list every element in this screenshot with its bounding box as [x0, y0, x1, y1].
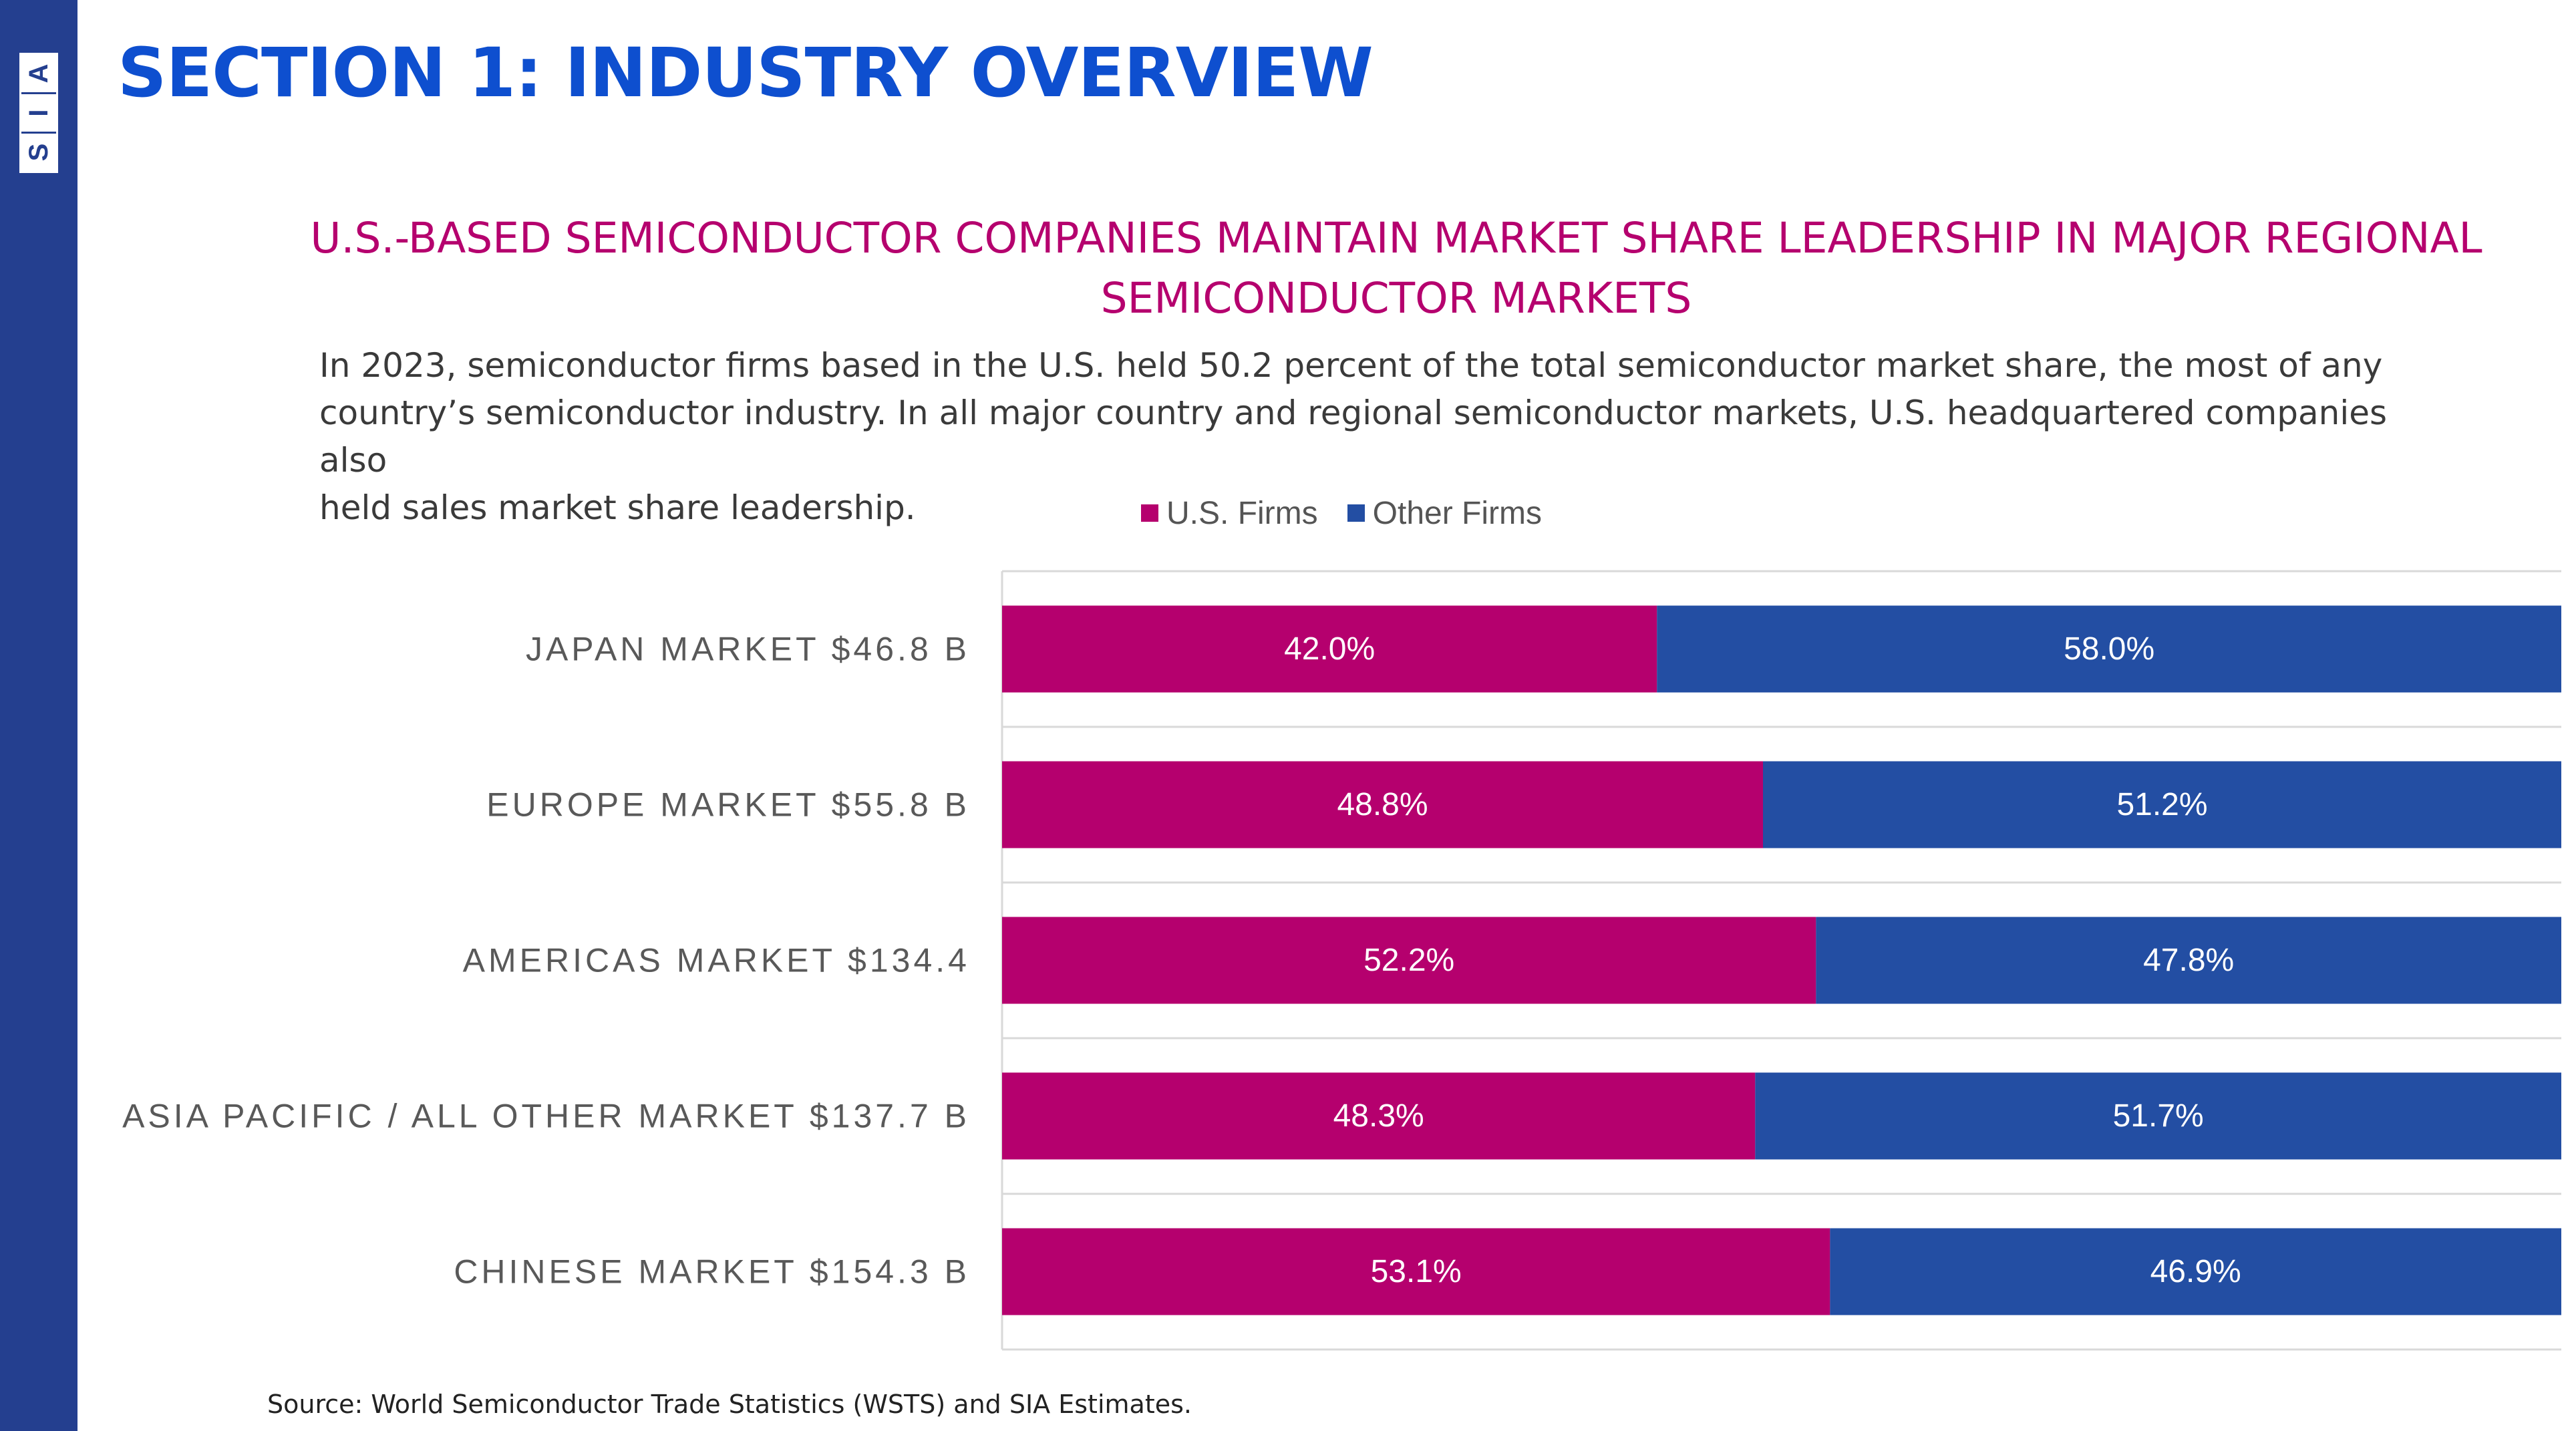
data-label: 51.2% — [2116, 787, 2207, 822]
intro-paragraph: In 2023, semiconductor firms based in th… — [319, 342, 2457, 532]
bar-other-firms — [1755, 1072, 2561, 1160]
legend-label-us: U.S. Firms — [1166, 495, 1318, 531]
bar-other-firms — [1657, 605, 2561, 693]
source-note: Source: World Semiconductor Trade Statis… — [267, 1390, 1192, 1419]
legend-swatch-other — [1347, 504, 1365, 522]
category-label: EUROPE MARKET $55.8 B — [486, 786, 970, 824]
data-label: 46.9% — [2150, 1254, 2241, 1289]
category-label: CHINESE MARKET $154.3 B — [454, 1253, 970, 1291]
chart-legend: U.S. Firms Other Firms — [1141, 490, 1571, 536]
bar-us-firms — [1002, 761, 1763, 848]
data-label: 48.3% — [1333, 1098, 1424, 1134]
data-label: 52.2% — [1363, 943, 1454, 978]
category-label: AMERICAS MARKET $134.4 — [463, 942, 970, 979]
legend-item-other-firms: Other Firms — [1347, 495, 1542, 532]
category-label: ASIA PACIFIC / ALL OTHER MARKET $137.7 B — [122, 1098, 970, 1135]
data-label: 48.8% — [1337, 787, 1428, 822]
sidebar-strip: A I S — [0, 0, 77, 1431]
chart-title-line: U.S.-BASED SEMICONDUCTOR COMPANIES MAINT… — [310, 214, 2482, 263]
category-label: JAPAN MARKET $46.8 B — [526, 631, 970, 668]
bar-other-firms — [1762, 761, 2561, 848]
intro-line: In 2023, semiconductor firms based in th… — [319, 346, 2383, 385]
bar-us-firms — [1002, 605, 1657, 693]
data-label: 51.7% — [2113, 1098, 2204, 1134]
chart-title-line: SEMICONDUCTOR MARKETS — [1100, 274, 1692, 323]
bar-us-firms — [1002, 1228, 1830, 1315]
intro-line: held sales market share leadership. — [319, 488, 916, 527]
bar-other-firms — [1830, 1228, 2561, 1315]
legend-item-us-firms: U.S. Firms — [1141, 495, 1318, 532]
section-title: SECTION 1: INDUSTRY OVERVIEW — [118, 33, 1374, 113]
bar-other-firms — [1816, 917, 2561, 1004]
intro-line: country’s semiconductor industry. In all… — [319, 393, 2388, 480]
data-label: 47.8% — [2143, 943, 2234, 978]
legend-swatch-us — [1141, 504, 1158, 522]
legend-label-other: Other Firms — [1372, 495, 1542, 531]
sia-logo: A I S — [19, 53, 58, 173]
data-label: 58.0% — [2064, 631, 2154, 667]
bar-us-firms — [1002, 917, 1816, 1004]
bar-us-firms — [1002, 1072, 1756, 1160]
data-label: 42.0% — [1284, 631, 1375, 667]
data-label: 53.1% — [1371, 1254, 1462, 1289]
chart-title: U.S.-BASED SEMICONDUCTOR COMPANIES MAINT… — [294, 208, 2499, 329]
